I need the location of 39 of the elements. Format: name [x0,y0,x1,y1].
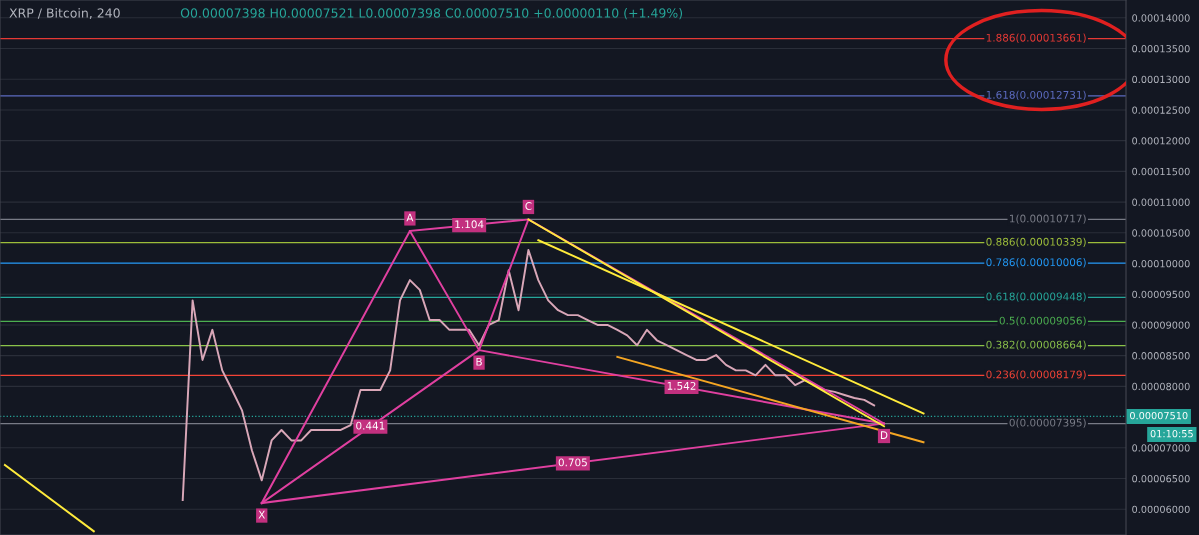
y-tick-label: 0.00006000 [1132,505,1190,514]
ref-line-label: 0.5(0.00009056) [999,316,1086,326]
ref-line-label: 0(0.00007395) [1009,418,1086,428]
annotation: 0.705 [558,458,587,467]
annotation: O0.00007398 H0.00007521 L0.00007398 C0.00007510 +0.00000110 (+1.49%) [180,8,683,20]
annotation: X [258,510,265,519]
ref-line-label: 0.886(0.00010339) [986,237,1086,247]
ref-line-label: 0.236(0.00008179) [986,370,1086,380]
y-tick-label: 0.00006500 [1132,474,1190,483]
y-tick-label: 0.00012500 [1132,106,1190,114]
ref-line-label: 0.00007510 [1130,411,1188,420]
annotation: 1.104 [455,220,484,229]
annotation: B [476,357,482,366]
annotation: 0.441 [356,421,385,430]
y-tick-label: 0.00007000 [1132,444,1190,452]
text: 01:10:55 [1150,429,1193,438]
ref-line-label: 0.786(0.00010006) [986,258,1086,268]
y-tick-label: 0.00009500 [1132,290,1190,299]
y-tick-label: 0.00011000 [1132,198,1190,206]
y-tick-label: 0.00014000 [1132,14,1190,22]
y-tick-label: 0.00011500 [1132,167,1190,176]
ref-line-label: 1.886(0.00013661) [986,33,1086,43]
annotation: A [406,213,414,222]
y-tick-label: 0.00008000 [1132,382,1190,391]
ref-line-label: 0.618(0.00009448) [986,292,1086,302]
annotation: 1.542 [667,381,696,390]
y-tick-label: 0.00010500 [1132,229,1190,237]
y-tick-label: 0.00010000 [1132,259,1190,268]
y-tick-label: 0.00012000 [1132,137,1190,145]
y-tick-label: 0.00008500 [1132,352,1190,360]
text: XRP / Bitcoin, 240 [9,8,120,19]
ref-line-label: 1.618(0.00012731) [986,90,1086,101]
annotation: C [525,202,532,210]
y-tick-label: 0.00013000 [1132,75,1190,84]
y-tick-label: 0.00013500 [1132,45,1190,53]
ref-line-label: 1(0.00010717) [1010,214,1086,224]
y-tick-label: 0.00009000 [1132,321,1190,329]
annotation: D [881,431,888,439]
ref-line-label: 0.382(0.00008664) [986,340,1086,350]
